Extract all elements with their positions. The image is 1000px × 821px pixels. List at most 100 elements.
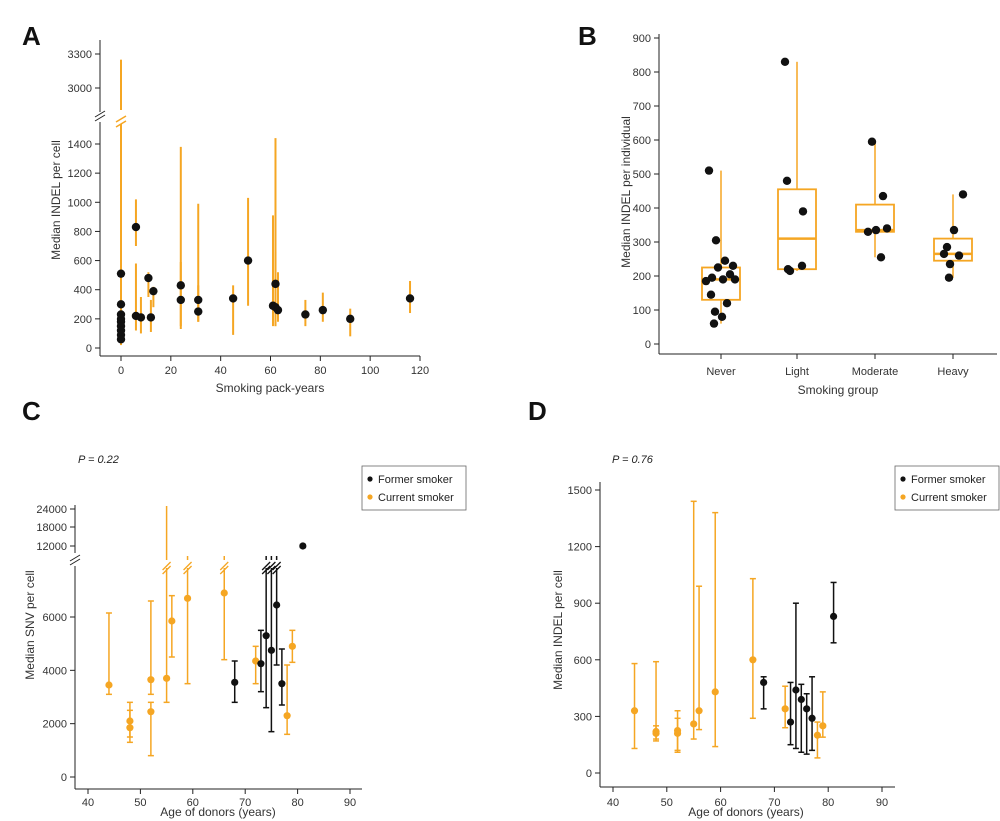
panel-b-point	[720, 256, 730, 265]
panel-d-current-point	[711, 688, 719, 696]
panel-a-point	[136, 313, 146, 322]
panel-b-point	[949, 225, 959, 235]
panel-c-former-point	[267, 646, 275, 654]
panel-d-legend-box	[894, 465, 1000, 511]
panel-b-point	[878, 191, 888, 201]
panel-a-point	[194, 307, 203, 316]
panel-c-xtick-label: 80	[291, 797, 303, 809]
panel-d-former-point	[808, 714, 816, 722]
panel-d-ytick-label: 900	[574, 598, 592, 610]
panel-a-axis-break	[94, 110, 106, 118]
panel-c-former-point	[257, 660, 265, 668]
panel-c-current-point	[147, 708, 155, 716]
panel-d-current-point	[695, 707, 703, 715]
panel-c-former-point	[231, 678, 239, 686]
panel-a-point	[116, 269, 126, 278]
panel-d-former-point	[792, 686, 800, 694]
panel-b-point	[958, 190, 968, 199]
panel-b-point	[709, 319, 719, 328]
panel-b-point	[706, 290, 716, 299]
panel-a-ytick-label: 1400	[68, 139, 92, 151]
panel-d-ytick-label: 1200	[568, 542, 592, 554]
panel-d-xtick-label: 90	[876, 797, 888, 809]
panel-a-ytick-label: 400	[74, 285, 92, 297]
panel-b-ytick-label: 900	[633, 33, 651, 45]
panel-c-current-point	[220, 589, 228, 597]
panel-a-point	[228, 294, 238, 303]
panel-a-ylabel: Median INDEL per cell	[49, 140, 63, 260]
panel-c-current-point	[163, 674, 171, 682]
panel-b-ytick-label: 100	[633, 305, 651, 317]
panel-a-xlabel: Smoking pack-years	[216, 381, 325, 395]
panel-c-pvalue: P = 0.22	[78, 454, 119, 466]
panel-b-point	[711, 236, 721, 245]
panel-b-ytick-label: 0	[645, 339, 651, 351]
panel-c-xtick-label: 60	[187, 797, 199, 809]
panel-b-point	[945, 259, 955, 269]
panel-c-ytick-label: 12000	[36, 541, 67, 553]
panel-d-xlabel: Age of donors (years)	[688, 805, 803, 819]
panel-d-legend: Former smoker Current smoker	[894, 465, 1000, 511]
panel-b-point	[863, 227, 873, 236]
panel-b-ytick-label: 800	[633, 67, 651, 79]
panel-c-current-point	[183, 594, 192, 602]
panel-b-point	[782, 176, 792, 185]
panel-c-current-point	[288, 642, 296, 650]
panel-c-legend-former: Former smoker	[378, 474, 453, 486]
panel-a-ytick-label: 3000	[68, 83, 92, 95]
panel-d-current-point	[813, 731, 822, 739]
panel-c-former-point	[278, 680, 286, 688]
panel-b-box	[777, 188, 817, 271]
panel-c-former-errorbar-break	[261, 561, 271, 571]
panel-d-former-point	[760, 678, 768, 687]
panel-c-current-errorbar-break	[183, 561, 193, 571]
panel-a-point	[176, 281, 185, 290]
panel-d-xtick-label: 70	[768, 797, 780, 809]
panel-a-ytick-label: 600	[74, 256, 92, 268]
panel-b-point	[867, 137, 877, 146]
panel-c-legend-current: Current smoker	[378, 492, 454, 504]
panel-c-former-errorbar-break	[272, 561, 282, 571]
panel-c-current-errorbar-break	[183, 565, 193, 575]
panel-d-current-point	[630, 707, 639, 715]
panel-a-point	[176, 295, 185, 305]
panel-label-b: B	[578, 21, 597, 51]
panel-b-ytick-label: 200	[633, 271, 651, 283]
panel-d-xtick-label: 40	[607, 797, 619, 809]
panel-label-d: D	[528, 396, 547, 426]
panel-b-point	[871, 225, 881, 235]
panel-c-current-errorbar-break	[219, 565, 229, 575]
panel-b-point	[944, 273, 954, 282]
panel-a-point	[131, 222, 141, 232]
panel-b-ytick-label: 700	[633, 101, 651, 113]
panel-c-xtick-label: 50	[134, 797, 146, 809]
panel-a-point	[273, 305, 283, 315]
panel-a-ytick-label: 1200	[68, 168, 92, 180]
panel-d-former-point	[786, 718, 795, 726]
panel-label-c: C	[22, 396, 41, 426]
panel-label-a: A	[22, 21, 41, 51]
panel-b-point	[717, 312, 727, 321]
panel-b-point	[882, 224, 892, 233]
panel-c-former-point	[273, 601, 281, 609]
panel-d-ytick-label: 600	[574, 655, 592, 667]
panel-b-point	[722, 299, 732, 308]
panel-b-xlabel: Smoking group	[798, 383, 879, 397]
panel-b-point	[730, 275, 740, 284]
panel-c-current-errorbar-break	[162, 565, 172, 575]
panel-b-point	[780, 57, 790, 66]
panel-b-point	[954, 251, 964, 260]
panel-d-ylabel: Median INDEL per cell	[551, 570, 565, 690]
panel-b-point	[718, 275, 728, 284]
panel-c-xtick-label: 40	[82, 797, 94, 809]
panel-b-point	[876, 253, 886, 262]
panel-a-point	[301, 310, 310, 319]
panel-c-current-point	[126, 724, 134, 732]
panel-a-point	[194, 295, 203, 305]
panel-a-xtick-label: 120	[411, 365, 429, 377]
panel-d-current-point	[819, 722, 827, 730]
panel-c-ytick-label: 4000	[43, 665, 67, 677]
panel-a-point	[243, 256, 253, 265]
panel-a-point	[405, 294, 415, 303]
panel-b-xtick-label: Heavy	[937, 366, 969, 378]
